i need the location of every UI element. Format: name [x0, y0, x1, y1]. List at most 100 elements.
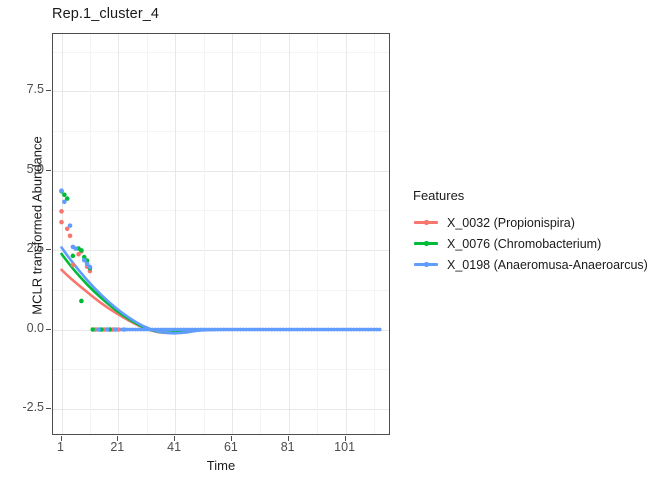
baseline-point: [337, 327, 342, 332]
legend-key-swatch: [413, 214, 439, 231]
baseline-point: [318, 327, 322, 332]
baseline-point: [133, 327, 138, 332]
baseline-point: [224, 327, 229, 332]
fit-curves: [60, 246, 381, 335]
baseline-point: [238, 327, 243, 332]
page-title: Rep.1_cluster_4: [52, 6, 160, 22]
data-point: [96, 327, 101, 332]
plot-panel: [52, 33, 390, 435]
baseline-point: [261, 327, 266, 332]
baseline-point: [343, 327, 348, 332]
baseline-point: [187, 327, 192, 332]
legend-entry[interactable]: X_0032 (Propionispira): [413, 212, 671, 233]
baseline-point: [167, 327, 172, 332]
gridline-major-horizontal: [53, 91, 389, 93]
data-point: [81, 254, 87, 260]
baseline-point: [275, 327, 280, 332]
baseline-point: [153, 327, 158, 332]
baseline-point: [360, 327, 365, 332]
x-tick-label: 21: [110, 440, 125, 454]
baseline-point: [315, 327, 320, 332]
baseline-point: [218, 327, 223, 332]
gridline-major-horizontal: [53, 409, 389, 410]
baseline-point: [355, 327, 359, 332]
data-point: [81, 257, 87, 263]
baseline-point: [372, 327, 376, 332]
baseline-point: [284, 327, 288, 332]
y-axis-title: MCLR transformed Abundance: [29, 136, 45, 315]
gridline-minor-horizontal: [53, 289, 389, 291]
y-tick-mark: [46, 169, 51, 171]
gridline-minor-vertical: [374, 34, 375, 434]
data-point: [113, 327, 118, 332]
gridline-minor-vertical: [260, 34, 262, 434]
baseline-point: [227, 327, 232, 332]
baseline-point: [215, 327, 220, 332]
data-point: [64, 226, 70, 232]
baseline-point: [139, 327, 143, 332]
data-point: [64, 196, 70, 201]
baseline-point: [244, 327, 249, 332]
legend-key-dot: [424, 241, 429, 246]
x-tick-mark: [344, 436, 346, 441]
data-point: [67, 233, 73, 239]
baseline-point: [176, 327, 180, 332]
baseline-point: [204, 327, 209, 332]
gridline-major-horizontal: [53, 250, 389, 252]
data-point: [76, 251, 81, 257]
baseline-point: [207, 327, 212, 332]
legend-key-swatch: [413, 256, 439, 273]
gridline-minor-horizontal: [53, 369, 389, 371]
data-point: [59, 209, 64, 214]
fit-curve: [60, 246, 381, 335]
legend-label: X_0198 (Anaeromusa-Anaeroarcus): [447, 257, 648, 272]
baseline-point: [264, 327, 268, 332]
baseline-point: [130, 327, 135, 332]
x-tick-label: 1: [57, 440, 64, 454]
baseline-point: [144, 327, 149, 332]
baseline-point: [210, 327, 214, 332]
y-tick-mark: [46, 90, 51, 92]
y-tick-label: 0.0: [26, 320, 44, 335]
baseline-point: [181, 327, 186, 332]
baseline-point: [156, 327, 160, 332]
data-point: [90, 327, 96, 332]
baseline-point: [374, 327, 379, 332]
baseline-point: [335, 327, 339, 332]
baseline-point: [258, 327, 263, 332]
legend-entries: X_0032 (Propionispira) X_0076 (Chromobact…: [413, 212, 671, 275]
baseline-dotted-line: [93, 327, 382, 332]
legend-entry[interactable]: X_0076 (Chromobacterium): [413, 233, 671, 254]
legend-entry[interactable]: X_0198 (Anaeromusa-Anaeroarcus): [413, 254, 671, 275]
legend-key-dot: [424, 220, 429, 225]
data-point: [79, 298, 84, 304]
y-tick-label: -2.5: [22, 400, 44, 414]
baseline-point: [298, 327, 303, 332]
data-point: [62, 192, 67, 198]
baseline-point: [147, 327, 152, 332]
x-tick-label: 81: [280, 440, 295, 454]
baseline-point: [326, 327, 331, 332]
baseline-point: [329, 327, 334, 332]
x-tick-mark: [174, 436, 176, 441]
x-tick-label: 101: [334, 440, 356, 454]
x-tick-mark: [117, 436, 119, 441]
gridline-major-vertical: [175, 34, 177, 434]
baseline-point: [159, 327, 163, 332]
x-tick-mark: [230, 436, 232, 441]
data-point: [121, 327, 127, 332]
data-point: [73, 246, 79, 251]
gridline-major-vertical: [345, 34, 347, 434]
baseline-point: [232, 327, 237, 332]
gridline-minor-horizontal: [53, 210, 389, 212]
data-point: [59, 188, 64, 193]
baseline-point: [150, 327, 155, 332]
baseline-point: [241, 327, 246, 332]
baseline-point: [127, 327, 132, 332]
baseline-point: [170, 327, 175, 332]
data-point: [67, 223, 73, 228]
gridline-minor-horizontal: [53, 130, 389, 132]
y-tick-mark: [46, 328, 51, 330]
baseline-point: [346, 327, 351, 332]
gridline-minor-vertical: [89, 34, 91, 434]
